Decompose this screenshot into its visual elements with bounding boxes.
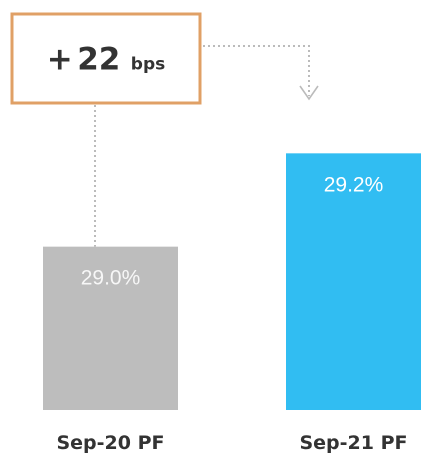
callout-unit: bps <box>131 55 165 75</box>
bps-change-callout: + 22 bps <box>10 12 202 105</box>
bar-value-label-1: 29.0% <box>81 267 141 290</box>
bar-value-label-2: 29.2% <box>324 173 384 196</box>
callout-value: 22 <box>77 42 120 78</box>
bar-1 <box>43 246 178 410</box>
callout-text: + 22 bps <box>47 42 166 78</box>
bars-group: 29.0% Sep-20 PF 29.2% Sep-21 PF <box>43 153 421 454</box>
category-label-1: Sep-20 PF <box>56 432 164 454</box>
callout-connectors <box>94 45 319 247</box>
callout-sign: + <box>47 42 73 78</box>
category-label-2: Sep-21 PF <box>299 432 407 454</box>
bar-2 <box>286 153 421 411</box>
callout-box <box>10 12 202 105</box>
arrow-down-icon <box>299 85 319 101</box>
connector-line-across <box>203 45 310 96</box>
